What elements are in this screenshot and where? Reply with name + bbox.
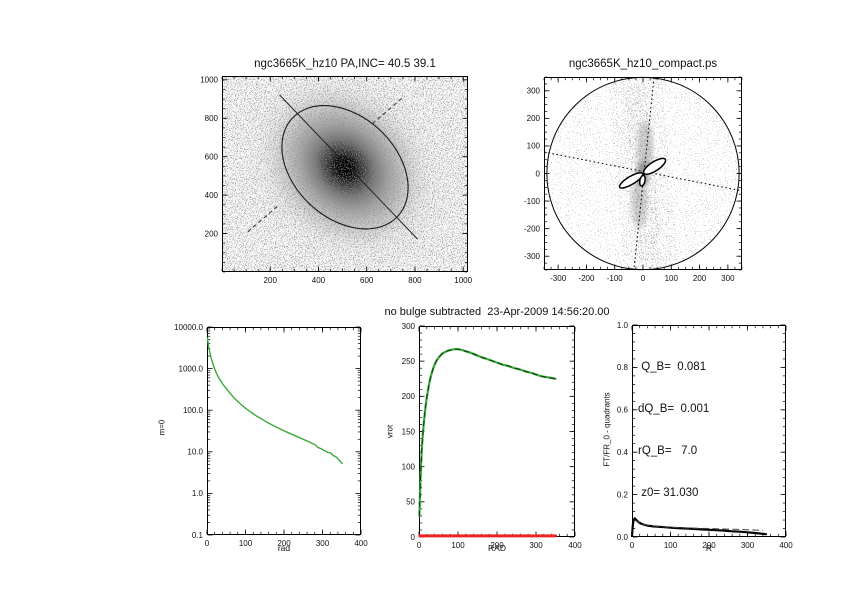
svg-text:800: 800	[205, 114, 219, 123]
svg-text:0.2: 0.2	[617, 490, 629, 499]
fit-param-rqb: rQ_B= 7.0	[638, 445, 698, 457]
svg-text:400: 400	[205, 191, 219, 200]
svg-text:1000: 1000	[200, 76, 218, 85]
svg-text:-200: -200	[524, 224, 541, 233]
svg-text:400: 400	[312, 276, 326, 285]
svg-text:400: 400	[354, 539, 368, 548]
svg-text:0: 0	[411, 533, 416, 542]
svg-text:300: 300	[721, 274, 735, 283]
svg-text:150: 150	[402, 427, 416, 436]
svg-text:1000.0: 1000.0	[179, 364, 204, 373]
svg-text:200: 200	[402, 392, 416, 401]
compact-plot-title: ngc3665K_hz10_compact.ps	[568, 58, 718, 70]
svg-text:100: 100	[664, 541, 678, 550]
svg-text:200: 200	[527, 114, 541, 123]
svg-text:800: 800	[408, 276, 422, 285]
svg-text:100.0: 100.0	[183, 406, 204, 415]
svg-text:0: 0	[641, 274, 646, 283]
rotation-plot-title: no bulge subtracted 23-Apr-2009 14:56:20…	[384, 306, 610, 318]
svg-text:0: 0	[630, 541, 635, 550]
svg-text:400: 400	[779, 541, 793, 550]
svg-text:250: 250	[402, 357, 416, 366]
svg-text:200: 200	[277, 539, 291, 548]
vrot-y-axis-label: vrot	[385, 424, 395, 439]
svg-text:0.0: 0.0	[617, 533, 629, 542]
svg-text:300: 300	[529, 541, 543, 550]
svg-text:1000: 1000	[454, 276, 472, 285]
fit-parameters-block: Q_B= 0.081 dQ_B= 0.001 rQ_B= 7.0 z0= 31.…	[638, 332, 709, 528]
fit-param-qb: Q_B= 0.081	[638, 361, 707, 373]
fit-param-dqb: dQ_B= 0.001	[638, 403, 710, 415]
svg-text:0: 0	[205, 539, 210, 548]
svg-text:200: 200	[490, 541, 504, 550]
svg-text:100: 100	[665, 274, 679, 283]
svg-text:200: 200	[205, 229, 219, 238]
svg-text:-100: -100	[607, 274, 624, 283]
m0-x-axis-label: rad	[277, 543, 291, 553]
svg-text:300: 300	[402, 322, 416, 331]
svg-text:100: 100	[402, 462, 416, 471]
svg-text:-300: -300	[524, 252, 541, 261]
svg-text:-300: -300	[550, 274, 567, 283]
svg-text:1.0: 1.0	[617, 321, 629, 330]
vrot-x-axis-label: RAD	[488, 543, 506, 553]
compact-scatter-plot: -300 -200 -100 0 100 200 300 -300 -200 -100 0 100 20…	[524, 76, 743, 283]
svg-text:10000.0: 10000.0	[174, 323, 203, 332]
svg-text:0: 0	[536, 169, 541, 178]
svg-text:0.8: 0.8	[617, 363, 629, 372]
svg-text:0: 0	[417, 541, 422, 550]
svg-text:300: 300	[527, 87, 541, 96]
svg-text:0.6: 0.6	[617, 406, 629, 415]
svg-text:200: 200	[264, 276, 278, 285]
svg-text:0.1: 0.1	[192, 531, 204, 540]
m0-profile-plot: 0 100 200 300 400 10000.0 1000.0 100.0 10.0 1.0 0.…	[174, 323, 368, 548]
svg-text:-200: -200	[578, 274, 595, 283]
m0-y-axis-label: m=0	[157, 419, 167, 436]
svg-text:100: 100	[239, 539, 253, 548]
svg-text:400: 400	[568, 541, 582, 550]
galaxy-image-plot: 200 400 600 800 1000 200 400 600 800 1000	[200, 58, 473, 285]
svg-text:0.4: 0.4	[617, 448, 629, 457]
quadrants-y-axis-label: FT/FR_0 - quadrants	[602, 392, 612, 467]
svg-text:10.0: 10.0	[187, 448, 203, 457]
svg-text:200: 200	[693, 274, 707, 283]
svg-text:100: 100	[527, 142, 541, 151]
rotation-curve-plot: 0 100 200 300 400 0 50 100 150 200 250 300	[402, 322, 583, 550]
fit-param-z0: z0= 31.030	[638, 487, 699, 499]
quadrants-x-axis-label: R	[705, 543, 713, 553]
svg-text:600: 600	[205, 153, 219, 162]
svg-text:1.0: 1.0	[192, 489, 204, 498]
svg-text:300: 300	[741, 541, 755, 550]
svg-text:-100: -100	[524, 197, 541, 206]
svg-text:300: 300	[316, 539, 330, 548]
quadrants-plot: 0 100 200 300 400 0.0 0.2 0.4 0.6 0.8 1.0	[617, 321, 793, 550]
svg-text:600: 600	[360, 276, 374, 285]
svg-text:50: 50	[406, 498, 415, 507]
svg-text:100: 100	[451, 541, 465, 550]
svg-text:200: 200	[702, 541, 716, 550]
